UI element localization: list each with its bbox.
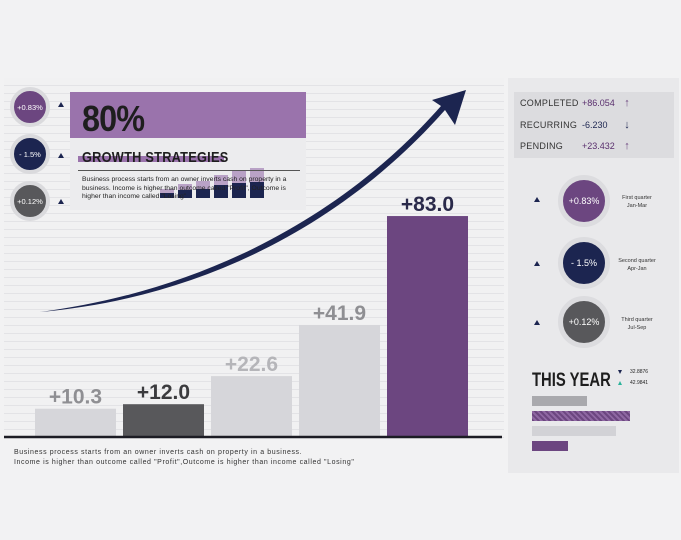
growth-description: Business process starts from an owner in… bbox=[82, 176, 287, 201]
badge-value-3: +0.12% bbox=[17, 196, 43, 206]
stat-label: COMPLETED bbox=[520, 98, 579, 108]
stat-label: PENDING bbox=[520, 141, 564, 151]
growth-percent: 80% bbox=[82, 98, 145, 139]
quarter-circle-1: +0.83% bbox=[558, 175, 610, 227]
bar-3 bbox=[211, 376, 292, 436]
arrow-up-icon: ↑ bbox=[624, 97, 630, 109]
quarter-circle-3: +0.12% bbox=[558, 296, 610, 348]
this-year-bar-2 bbox=[532, 411, 630, 421]
quarter-range: Jan-Mar bbox=[626, 203, 648, 209]
badge-value-2: - 1.5% bbox=[19, 149, 41, 159]
stat-value: +86.054 bbox=[582, 98, 615, 108]
triangle-icon bbox=[534, 197, 540, 202]
bar-value-label-5: +83.0 bbox=[401, 193, 454, 216]
quarter-name: Second quarter bbox=[618, 258, 656, 264]
footer-line-2: Income is higher than outcome called "Pr… bbox=[14, 459, 355, 466]
stats-box: COMPLETED +86.054 ↑ RECURRING -6.230 ↓ P… bbox=[514, 92, 674, 158]
title-highlight bbox=[78, 156, 224, 162]
mini-bar-4 bbox=[214, 175, 228, 198]
badge-circle-1: +0.83% bbox=[10, 87, 50, 127]
bar-value-label-4: +41.9 bbox=[313, 302, 366, 325]
quarter-name: First quarter bbox=[622, 195, 652, 201]
divider bbox=[78, 170, 300, 171]
mini-bar-5 bbox=[232, 171, 246, 198]
mini-bar-6 bbox=[250, 168, 264, 198]
quarter-range: Jul-Sep bbox=[627, 325, 647, 331]
footer-line-1: Business process starts from an owner in… bbox=[14, 449, 303, 456]
mini-bar-3 bbox=[196, 181, 210, 198]
this-year-bar-1 bbox=[532, 396, 587, 406]
quarter-label-3: Third quarter Jul-Sep bbox=[612, 316, 662, 332]
bar-value-label-2: +12.0 bbox=[137, 381, 190, 404]
stat-value: +23.432 bbox=[582, 141, 615, 151]
quarter-circle-2: - 1.5% bbox=[558, 237, 610, 289]
this-year-value-2: 42.9841 bbox=[630, 380, 649, 386]
this-year-bar-4 bbox=[532, 441, 568, 451]
badge-circle-3: +0.12% bbox=[10, 181, 50, 221]
quarter-name: Third quarter bbox=[621, 317, 653, 323]
badge-value-1: +0.83% bbox=[17, 102, 43, 112]
this-year-title: THIS YEAR bbox=[532, 370, 611, 391]
quarter-value-2: - 1.5% bbox=[570, 258, 597, 268]
triangle-icon bbox=[58, 153, 64, 158]
triangle-up-icon bbox=[618, 381, 622, 385]
triangle-icon bbox=[534, 261, 540, 266]
quarter-range: Apr-Jan bbox=[627, 266, 647, 272]
stat-pending: PENDING +23.432 ↑ bbox=[520, 137, 634, 155]
quarter-value-3: +0.12% bbox=[568, 317, 600, 327]
this-year-bar-3 bbox=[532, 426, 616, 436]
quarter-label-2: Second quarter Apr-Jan bbox=[612, 257, 662, 273]
growth-card: 80% GROWTH STRATEGIES Business process s… bbox=[70, 92, 306, 210]
mini-bar-2 bbox=[178, 184, 192, 198]
triangle-icon bbox=[534, 320, 540, 325]
card-header-band bbox=[70, 92, 306, 138]
stat-label: RECURRING bbox=[520, 120, 578, 130]
stat-completed: COMPLETED +86.054 ↑ bbox=[520, 94, 634, 112]
bar-4 bbox=[299, 324, 380, 436]
bar-1 bbox=[35, 408, 116, 436]
mini-bar-1 bbox=[160, 189, 174, 198]
arrow-down-icon: ↓ bbox=[624, 119, 630, 131]
arrow-up-icon: ↑ bbox=[624, 140, 630, 152]
footer-text: Business process starts from an owner in… bbox=[14, 448, 354, 468]
quarter-value-1: +0.83% bbox=[568, 196, 600, 206]
growth-title: GROWTH STRATEGIES bbox=[82, 149, 229, 166]
triangle-down-icon bbox=[618, 370, 622, 374]
bar-5 bbox=[387, 216, 468, 436]
quarter-label-1: First quarter Jan-Mar bbox=[612, 194, 662, 210]
bar-value-label-3: +22.6 bbox=[225, 353, 278, 376]
badge-circle-2: - 1.5% bbox=[10, 134, 50, 174]
this-year-value-1: 32.8876 bbox=[630, 369, 649, 375]
bar-2 bbox=[123, 404, 204, 436]
triangle-icon bbox=[58, 199, 64, 204]
bar-value-label-1: +10.3 bbox=[49, 386, 102, 409]
stat-value: -6.230 bbox=[582, 120, 608, 130]
triangle-icon bbox=[58, 102, 64, 107]
stat-recurring: RECURRING -6.230 ↓ bbox=[520, 116, 634, 134]
